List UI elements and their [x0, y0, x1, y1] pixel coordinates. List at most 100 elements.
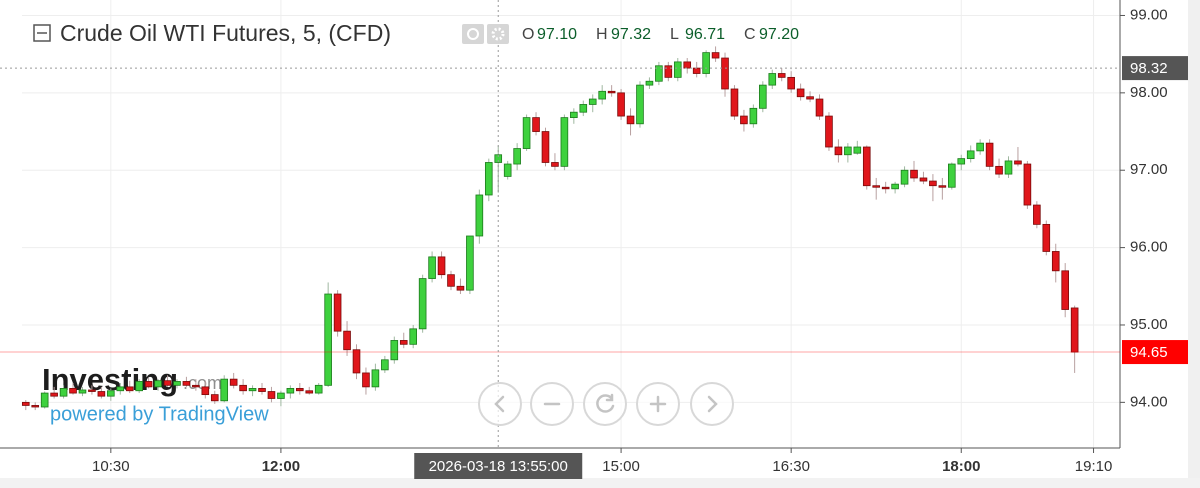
candle-body [607, 90, 616, 94]
candle-body [324, 293, 332, 386]
candle-body [560, 117, 569, 167]
candle-body [985, 142, 994, 167]
x-tick-label: 18:00 [942, 458, 980, 475]
candle-body [314, 384, 323, 394]
candle-body [1061, 270, 1069, 310]
candle-body [69, 388, 77, 394]
candle-body [428, 256, 436, 279]
candle-body [107, 390, 115, 397]
zoom-in-button[interactable] [636, 382, 680, 426]
last-price-label: 94.65 [1130, 344, 1168, 361]
watermark-suffix: .com [183, 373, 222, 393]
candle-body [210, 394, 219, 402]
candle-body [277, 392, 285, 399]
candle-body [862, 146, 871, 187]
candle-body [135, 381, 143, 392]
candle-body [31, 405, 40, 408]
scroll-right-button[interactable] [690, 382, 734, 426]
candle-body [59, 388, 68, 397]
chart-title: Crude Oil WTI Futures, 5, (CFD) [60, 20, 391, 46]
candle-body [258, 388, 266, 392]
candle-body [683, 61, 692, 69]
settings-icon[interactable] [487, 24, 509, 44]
candle-body [721, 57, 729, 90]
candle-body [125, 386, 134, 392]
readout-key: C [744, 26, 756, 43]
candle-body [655, 65, 663, 82]
collapse-icon[interactable] [33, 24, 51, 42]
candle-body [362, 372, 370, 388]
candle-body [1042, 223, 1051, 252]
candle-body [40, 392, 49, 408]
y-tick-label: 96.00 [1130, 239, 1168, 256]
crosshair-time-label: 2026-03-18 13:55:00 [429, 458, 568, 475]
candle-body [381, 359, 389, 371]
candle-body [891, 183, 899, 190]
candle-body [305, 390, 314, 394]
candle-body [1004, 160, 1013, 175]
zoom-out-button[interactable] [530, 382, 574, 426]
navigation [478, 382, 734, 426]
candle-body [844, 146, 852, 156]
candle-body [201, 386, 210, 396]
candle-body [966, 150, 975, 160]
candle-body [229, 378, 238, 386]
candle-body [749, 107, 758, 125]
candle-body [673, 61, 682, 78]
last-price-box [1122, 340, 1188, 365]
candle-body [541, 131, 550, 163]
candle-body [192, 384, 200, 388]
candle-body [182, 381, 191, 386]
candle-body [900, 169, 909, 185]
candle-body [1070, 307, 1079, 353]
candle-body [570, 111, 578, 119]
candle-body [825, 115, 833, 148]
candle-body [853, 146, 862, 154]
bottom-strip [0, 478, 1200, 488]
candle-body [173, 381, 181, 386]
candle-body [437, 256, 446, 276]
candle-body [522, 117, 531, 149]
eye-icon[interactable] [462, 24, 484, 44]
candle-body [466, 235, 474, 291]
candle-body [78, 389, 87, 394]
candle-body [919, 177, 928, 182]
x-tick-label: 12:00 [262, 458, 300, 475]
candle-body [296, 388, 304, 392]
candle-body [144, 381, 153, 388]
readout-value: 97.32 [611, 26, 651, 43]
candle-body [475, 194, 484, 237]
candle-body [636, 84, 644, 125]
candle-body [617, 92, 625, 117]
candle-body [1023, 163, 1032, 206]
candle-body [50, 392, 58, 397]
candle-body [1014, 160, 1022, 165]
candle-body [711, 52, 720, 59]
candle-body [872, 185, 881, 188]
candle-body [588, 98, 597, 105]
candle-body [957, 158, 966, 165]
settings-icon-gear [491, 27, 505, 41]
candle-body [910, 169, 918, 179]
crosshair-price-box [1122, 56, 1188, 81]
candle-body [418, 278, 427, 330]
reset-button[interactable] [583, 382, 627, 426]
candle-body [503, 163, 512, 177]
y-tick-label: 95.00 [1130, 316, 1168, 333]
candle-body [692, 67, 701, 74]
readout-key: H [596, 26, 608, 43]
x-tick-label: 15:00 [602, 458, 640, 475]
candle-body [730, 88, 739, 117]
candle-body [834, 146, 843, 156]
candle-body [97, 391, 106, 397]
candle-body [352, 349, 361, 374]
candle-body [1033, 204, 1041, 225]
header: Crude Oil WTI Futures, 5, (CFD) O 97.10 H 9… [33, 20, 799, 46]
candle-body [796, 88, 805, 98]
scroll-left-button[interactable] [478, 382, 522, 426]
candle-body [371, 369, 380, 388]
candle-body [806, 96, 814, 100]
ohlc-readout: O 97.10 H 97.32 L 96.71 C 97.20 [522, 26, 799, 43]
y-tick-label: 98.00 [1130, 84, 1168, 101]
